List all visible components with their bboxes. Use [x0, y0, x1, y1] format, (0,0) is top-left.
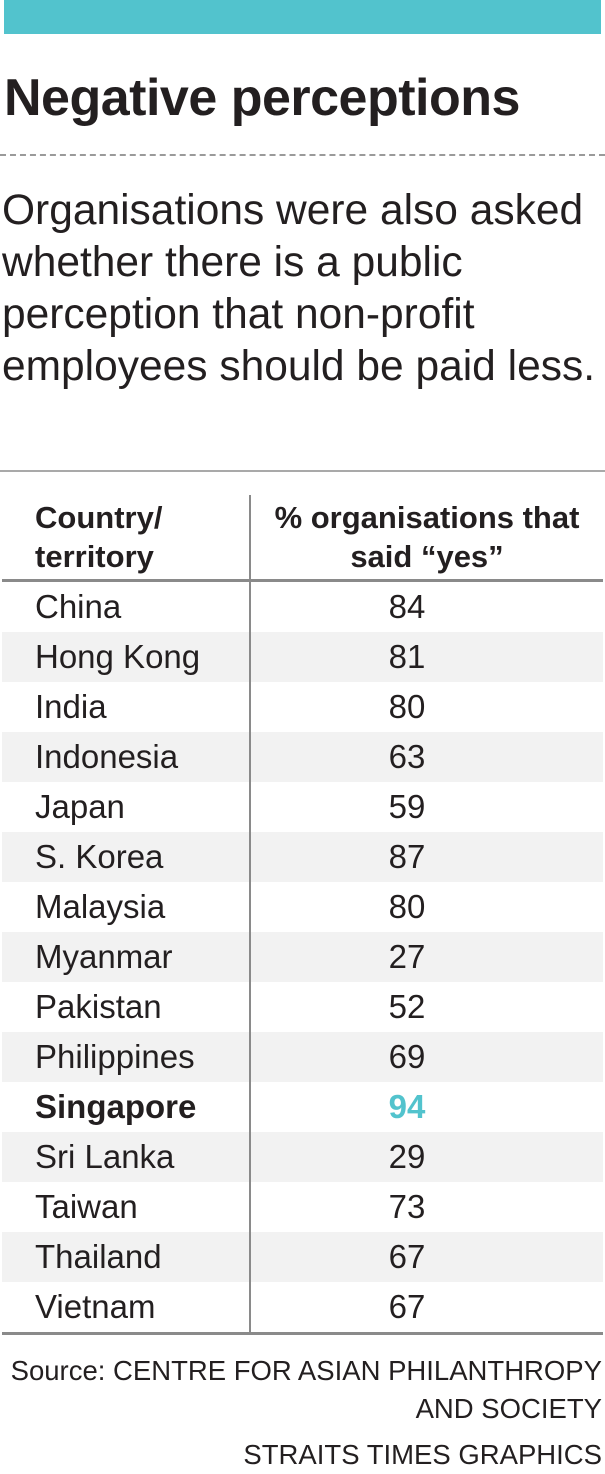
percent-cell: 73	[388, 1188, 426, 1225]
percent-cell: 80	[388, 888, 426, 925]
country-cell: Singapore	[2, 1082, 251, 1132]
data-table: Country/ territory % organisations that …	[2, 495, 603, 1335]
country-cell: S. Korea	[2, 832, 251, 882]
column-header-percent: % organisations that said “yes”	[250, 495, 603, 582]
table-row: Hong Kong 81	[2, 632, 603, 682]
percent-cell: 81	[250, 632, 603, 682]
country-cell: Indonesia	[2, 732, 251, 782]
percent-cell: 87	[250, 832, 603, 882]
percent-cell: 59	[388, 788, 426, 825]
country-cell: Vietnam	[2, 1282, 251, 1335]
percent-cell: 84	[388, 588, 426, 625]
table-row: Malaysia 80	[2, 882, 603, 932]
country-cell: Sri Lanka	[2, 1132, 251, 1182]
table-row: Indonesia 63	[2, 732, 603, 782]
percent-cell: 27	[250, 932, 603, 982]
percent-cell: 63	[250, 732, 603, 782]
country-cell: India	[2, 682, 251, 732]
table-row: China 84	[2, 580, 603, 632]
table-row: Thailand 67	[2, 1232, 603, 1282]
table-row: Pakistan 52	[2, 982, 603, 1032]
table-row: India 80	[2, 682, 603, 732]
table-body: China 84 Hong Kong 81 India 80 Indonesia 63 Japa…	[2, 580, 603, 1335]
country-cell: Hong Kong	[2, 632, 251, 682]
country-cell: China	[2, 580, 251, 632]
source-note: Source: CENTRE FOR ASIAN PHILANTHROPY AN…	[10, 1355, 602, 1424]
table-row: Myanmar 27	[2, 932, 603, 982]
table-row: Japan 59	[2, 782, 603, 832]
table-row: Sri Lanka 29	[2, 1132, 603, 1182]
chart-title: Negative perceptions	[4, 69, 520, 127]
country-cell: Thailand	[2, 1232, 251, 1282]
country-cell: Malaysia	[2, 882, 251, 932]
table-top-rule	[0, 470, 605, 472]
title-divider	[0, 154, 605, 156]
percent-cell: 94	[388, 1088, 426, 1125]
percent-cell: 80	[388, 688, 426, 725]
table-row: S. Korea 87	[2, 832, 603, 882]
percent-cell: 69	[250, 1032, 603, 1082]
table-row: Taiwan 73	[2, 1182, 603, 1232]
country-cell: Myanmar	[2, 932, 251, 982]
country-cell: Japan	[2, 782, 251, 832]
percent-cell: 67	[250, 1232, 603, 1282]
accent-bar	[4, 0, 601, 34]
percent-cell: 52	[388, 988, 426, 1025]
table-header-row: Country/ territory % organisations that …	[2, 495, 603, 582]
column-header-country: Country/ territory	[2, 495, 251, 582]
table-row: Singapore 94	[2, 1082, 603, 1132]
country-cell: Philippines	[2, 1032, 251, 1082]
graphics-credit: STRAITS TIMES GRAPHICS	[243, 1439, 602, 1470]
table-row: Philippines 69	[2, 1032, 603, 1082]
country-cell: Pakistan	[2, 982, 251, 1032]
intro-text: Organisations were also asked whether th…	[2, 187, 596, 390]
table-row: Vietnam 67	[2, 1282, 603, 1335]
percent-cell: 67	[250, 1282, 603, 1335]
percent-cell: 29	[250, 1132, 603, 1182]
country-cell: Taiwan	[2, 1182, 251, 1232]
